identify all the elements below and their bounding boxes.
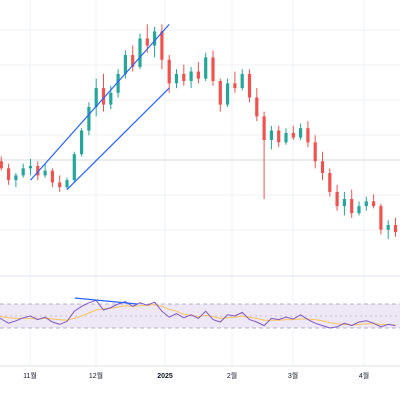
candle-down (393, 224, 398, 233)
trendline (66, 87, 170, 190)
candle-down (167, 59, 171, 84)
candle-down (320, 161, 325, 174)
candle-up (123, 55, 127, 74)
candle-up (87, 106, 91, 131)
x-tick-label: 11월 (23, 371, 37, 380)
x-tick-label: 3월 (288, 371, 298, 380)
candle-up (299, 128, 303, 138)
candle-down (211, 57, 215, 81)
candle-up (65, 180, 69, 188)
candle-up (80, 130, 84, 155)
candle-up (284, 132, 288, 143)
grid (0, 0, 400, 367)
candle-up (43, 170, 47, 176)
price-trendlines (30, 23, 170, 190)
candle-down (379, 206, 383, 230)
candle-up (204, 57, 208, 79)
candle-up (364, 201, 368, 207)
candle-up (94, 88, 98, 107)
candle-up (240, 73, 244, 89)
candle-down (247, 73, 252, 98)
candle-down (131, 55, 135, 67)
candle-down (101, 88, 106, 105)
candle-up (226, 83, 230, 105)
candle-down (0, 161, 3, 169)
candle-down (50, 170, 54, 183)
candle-down (328, 173, 332, 192)
candle-down (145, 38, 149, 46)
candle-down (196, 71, 200, 79)
trendline (30, 23, 170, 181)
rsi-panel (0, 297, 400, 329)
candle-up (116, 73, 120, 93)
candle-down (313, 142, 317, 162)
candle-down (291, 132, 295, 138)
candle-down (36, 165, 40, 176)
candle-down (58, 182, 62, 188)
candle-up (21, 168, 25, 176)
candle-down (277, 130, 281, 143)
rsi-line (0, 299, 396, 329)
candle-down (160, 31, 164, 60)
candles (0, 24, 398, 240)
candle-down (335, 191, 339, 207)
candle-down (7, 168, 11, 181)
candle-up (189, 71, 193, 81)
candle-down (255, 97, 259, 117)
x-tick-label: 4월 (359, 371, 369, 380)
candle-down (182, 73, 186, 81)
candle-up (174, 73, 179, 84)
candle-up (386, 224, 390, 230)
candle-up (357, 206, 361, 214)
candle-up (342, 199, 346, 207)
x-tick-label: 2025 (157, 373, 173, 380)
rsi-ma-line (0, 304, 396, 326)
candle-up (109, 92, 113, 105)
rsi-divergence-line (74, 297, 138, 305)
x-tick-label: 12월 (89, 371, 103, 380)
candle-down (218, 81, 222, 105)
candle-up (153, 31, 157, 46)
x-axis: 11월 12월 2025 2월 3월 4월 (23, 371, 369, 380)
candle-up (72, 154, 76, 181)
candle-down (306, 128, 310, 143)
candle-up (138, 38, 142, 67)
candle-down (350, 199, 354, 214)
candle-up (28, 165, 33, 169)
x-tick-label: 2월 (227, 371, 237, 380)
candle-down (262, 116, 266, 140)
candle-down (233, 83, 237, 89)
candle-up (14, 175, 18, 181)
candle-up (269, 130, 273, 140)
candle-down (372, 201, 376, 207)
